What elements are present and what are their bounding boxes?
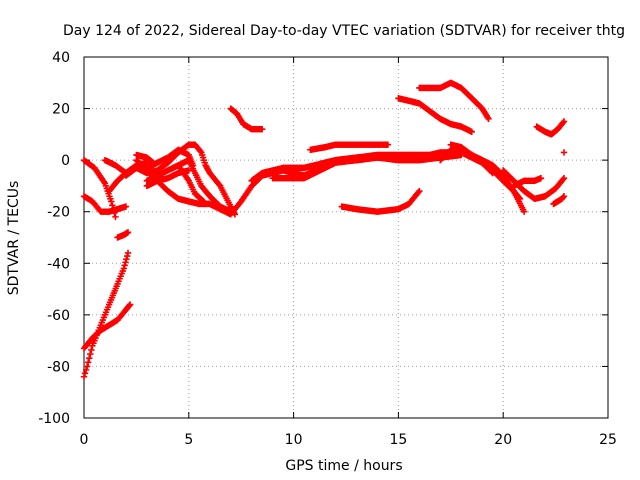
data-point [560,118,568,125]
series-arc-10 [133,151,157,166]
series-arc-28 [533,118,568,138]
series-arc-01 [80,301,134,352]
y-tick-label: -100 [38,411,70,427]
data-point [80,373,88,380]
x-tick-label: 0 [80,432,89,448]
x-axis: 0 5 10 15 20 25 [80,57,617,448]
data-point [559,176,567,183]
y-tick-label: 40 [52,50,70,66]
data-series [80,79,568,380]
data-point [83,363,91,370]
data-point [124,249,132,257]
data-point [537,174,545,182]
data-point [185,167,192,174]
y-axis: -100 -80 -60 -40 -20 0 20 40 [38,50,608,427]
data-point [189,162,197,169]
series-arc-23 [416,79,492,123]
series-arc-02 [80,249,132,380]
data-point [258,126,266,133]
data-point [123,255,130,263]
data-point [488,168,495,176]
data-point [489,169,496,177]
series-arc-27 [510,174,545,190]
data-point [560,193,568,200]
data-point [215,181,223,188]
data-point [468,128,475,135]
data-point [84,359,92,366]
data-point [559,194,567,201]
series-arc-14 [143,167,192,190]
data-point [88,346,95,354]
series-arc-30 [550,193,568,208]
series-arc-21 [338,187,423,215]
data-point [126,302,133,309]
x-tick-label: 10 [285,432,303,448]
series-arc-12 [143,146,197,172]
x-tick-label: 20 [494,432,512,448]
data-point [560,149,568,156]
data-point [199,197,206,204]
y-tick-label: -20 [47,205,70,221]
data-point [86,354,93,362]
data-point [384,141,392,148]
y-tick-label: -80 [47,359,70,375]
chart-title: Day 124 of 2022, Sidereal Day-to-day VTE… [63,23,625,39]
grid [84,57,608,418]
data-point [200,198,207,205]
data-point [485,115,492,123]
x-tick-label: 15 [389,432,407,448]
y-tick-label: -60 [47,308,70,324]
data-point [82,366,90,374]
data-point [81,370,89,377]
data-point [110,205,117,213]
series-arc-22 [395,95,475,135]
data-point [120,265,128,272]
data-point [87,350,94,358]
data-point [123,252,131,260]
data-point [124,229,132,236]
series-arc-29 [560,149,568,156]
data-point [122,259,129,266]
data-point [559,119,567,126]
series-arc-09 [101,156,130,177]
series-arc-03 [80,193,130,215]
y-tick-label: 0 [61,153,70,169]
data-point [416,187,423,195]
data-point [520,208,528,215]
series-arc-05 [114,229,132,241]
plot-frame [83,56,609,419]
data-point [122,169,130,177]
plot-border [83,56,609,419]
data-point [415,189,422,196]
data-point [108,198,115,205]
y-tick-label: 20 [52,102,70,118]
series-arc-15 [227,105,266,133]
data-point [126,301,134,308]
data-point [109,202,116,209]
y-axis-label: SDTVAR / TECUs [6,181,22,296]
x-tick-label: 5 [184,432,193,448]
y-tick-label: -40 [47,256,70,272]
data-point [111,209,118,217]
data-point [122,203,130,210]
series-arc-25 [447,141,496,177]
x-tick-label: 25 [599,432,617,448]
series-arc-20 [307,141,392,154]
data-point [112,213,119,221]
x-axis-label: GPS time / hours [285,458,402,474]
data-point [121,262,128,269]
data-point [560,174,568,182]
data-point [197,147,204,155]
